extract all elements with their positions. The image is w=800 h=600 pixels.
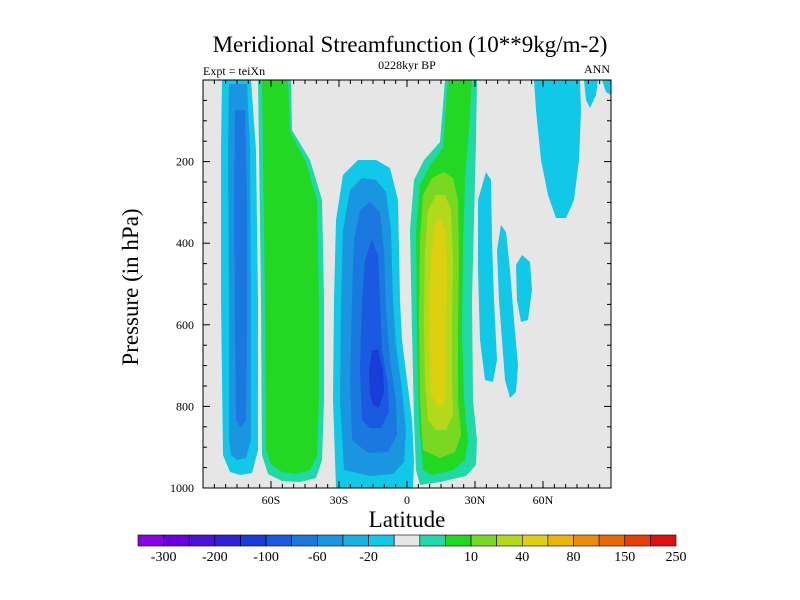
colorbar-swatch: [291, 534, 318, 547]
colorbar-label: 10: [464, 550, 478, 565]
colorbar-swatch: [240, 534, 267, 547]
chart-title: Meridional Streamfunction (10**9kg/m-2): [213, 32, 608, 57]
colorbar-label: -100: [253, 550, 279, 565]
colorbar-swatch: [496, 534, 523, 547]
colorbar-label: 40: [515, 550, 529, 565]
colorbar-swatch: [188, 534, 216, 547]
contour-nh-ferrel-c: [516, 255, 532, 322]
colorbar-swatch: [470, 534, 497, 547]
contour-nh-hadley-core: [429, 220, 447, 408]
colorbar-swatch: [214, 534, 241, 547]
x-axis-label: Latitude: [369, 507, 446, 532]
colorbar-swatch: [650, 534, 677, 547]
y-tick-label: 400: [176, 236, 194, 250]
colorbar-label: 80: [567, 550, 581, 565]
x-tick-label: 30S: [330, 493, 349, 507]
colorbar-label: -60: [308, 550, 327, 565]
colorbar-swatch: [445, 534, 472, 547]
season-label: ANN: [584, 62, 610, 76]
x-tick-label: 0: [404, 493, 410, 507]
colorbar-swatch: [342, 534, 369, 547]
colorbar-swatch: [547, 534, 574, 547]
plot-area: 60S 30S 0 30N 60N 200 400 600 800 1000: [170, 79, 612, 507]
colorbar-swatch: [598, 534, 626, 547]
colorbar-swatch: [368, 534, 395, 547]
time-label: 0228kyr BP: [378, 58, 436, 72]
x-tick-label: 60S: [262, 493, 281, 507]
contour-sh-polar-60b: [234, 110, 247, 428]
colorbar-swatch: [317, 534, 344, 547]
x-tick-label: 30N: [465, 493, 486, 507]
colorbar-swatch: [521, 534, 549, 547]
contour-fills: [221, 80, 611, 488]
contour-nh-polar-a: [534, 80, 581, 218]
y-axis-ticks: 200 400 600 800 1000: [170, 79, 611, 495]
colorbar-label: 150: [614, 550, 635, 565]
colorbar-label: -20: [359, 550, 378, 565]
colorbar-swatch: [573, 534, 600, 547]
contour-sh-hadley-core: [369, 350, 384, 408]
experiment-label: Expt = teiXn: [203, 64, 265, 78]
colorbar-swatch: [137, 534, 164, 547]
colorbar-label: -300: [151, 550, 177, 565]
colorbar-label: -200: [202, 550, 228, 565]
contour-nh-polar-b: [584, 80, 598, 108]
y-axis-label: Pressure (in hPa): [118, 208, 143, 365]
colorbar-swatch: [163, 534, 190, 547]
colorbar: -300 -200 -100 -60 -20 10 40 80 150 250: [137, 534, 687, 565]
colorbar-swatch: [265, 534, 293, 547]
contour-nh-polar-c: [602, 80, 611, 95]
y-tick-label: 1000: [170, 481, 194, 495]
contour-nh-ferrel-b: [497, 225, 518, 398]
y-tick-label: 600: [176, 318, 194, 332]
contour-sh-ferrel-40: [262, 80, 319, 474]
x-axis-ticks: 60S 30S 0 30N 60N: [202, 80, 612, 507]
contour-nh-ferrel-a: [478, 172, 497, 382]
y-tick-label: 800: [176, 399, 194, 413]
colorbar-label: 250: [666, 550, 687, 565]
colorbar-swatch: [419, 534, 446, 547]
x-tick-label: 60N: [533, 493, 554, 507]
colorbar-swatch: [624, 534, 651, 547]
y-tick-label: 200: [176, 155, 194, 169]
colorbar-swatch: [393, 534, 421, 547]
